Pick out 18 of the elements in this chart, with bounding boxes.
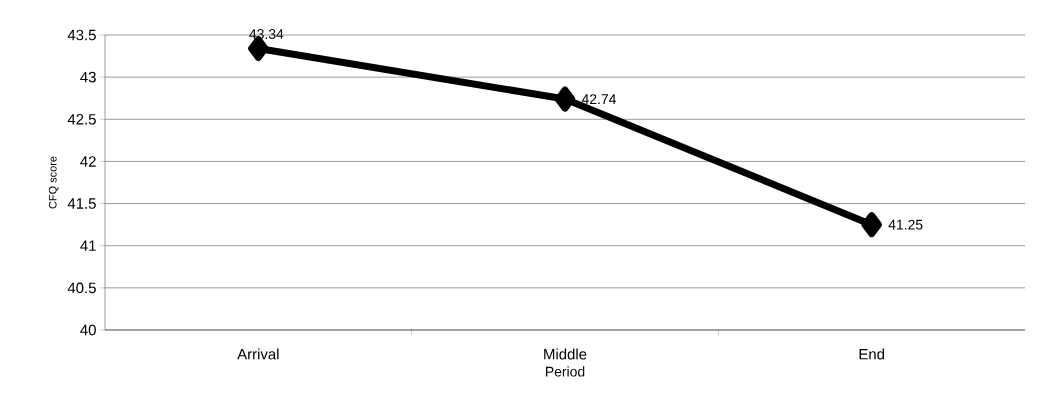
x-axis-title: Period — [545, 366, 585, 377]
x-tick-label: End — [859, 348, 884, 360]
y-axis-title: CFQ score — [48, 156, 59, 209]
data-label: 41.25 — [888, 219, 923, 230]
point — [861, 212, 882, 238]
x-tick-label: Middle — [544, 348, 587, 360]
x-tick-label: Arrival — [237, 348, 279, 360]
y-tick-label: 43.5 — [67, 29, 96, 41]
data-label: 43.34 — [249, 29, 284, 39]
y-tick-label: 41.5 — [67, 198, 96, 209]
point — [554, 86, 576, 112]
y-tick-label: 41 — [80, 240, 96, 251]
y-tick-label: 42.5 — [67, 113, 96, 125]
y-tick-label: 40 — [80, 324, 96, 336]
y-tick-label: 43 — [80, 71, 96, 83]
y-tick-label: 42 — [80, 156, 96, 167]
y-tick-label: 40.5 — [67, 282, 96, 294]
data-label: 42.74 — [581, 94, 617, 104]
